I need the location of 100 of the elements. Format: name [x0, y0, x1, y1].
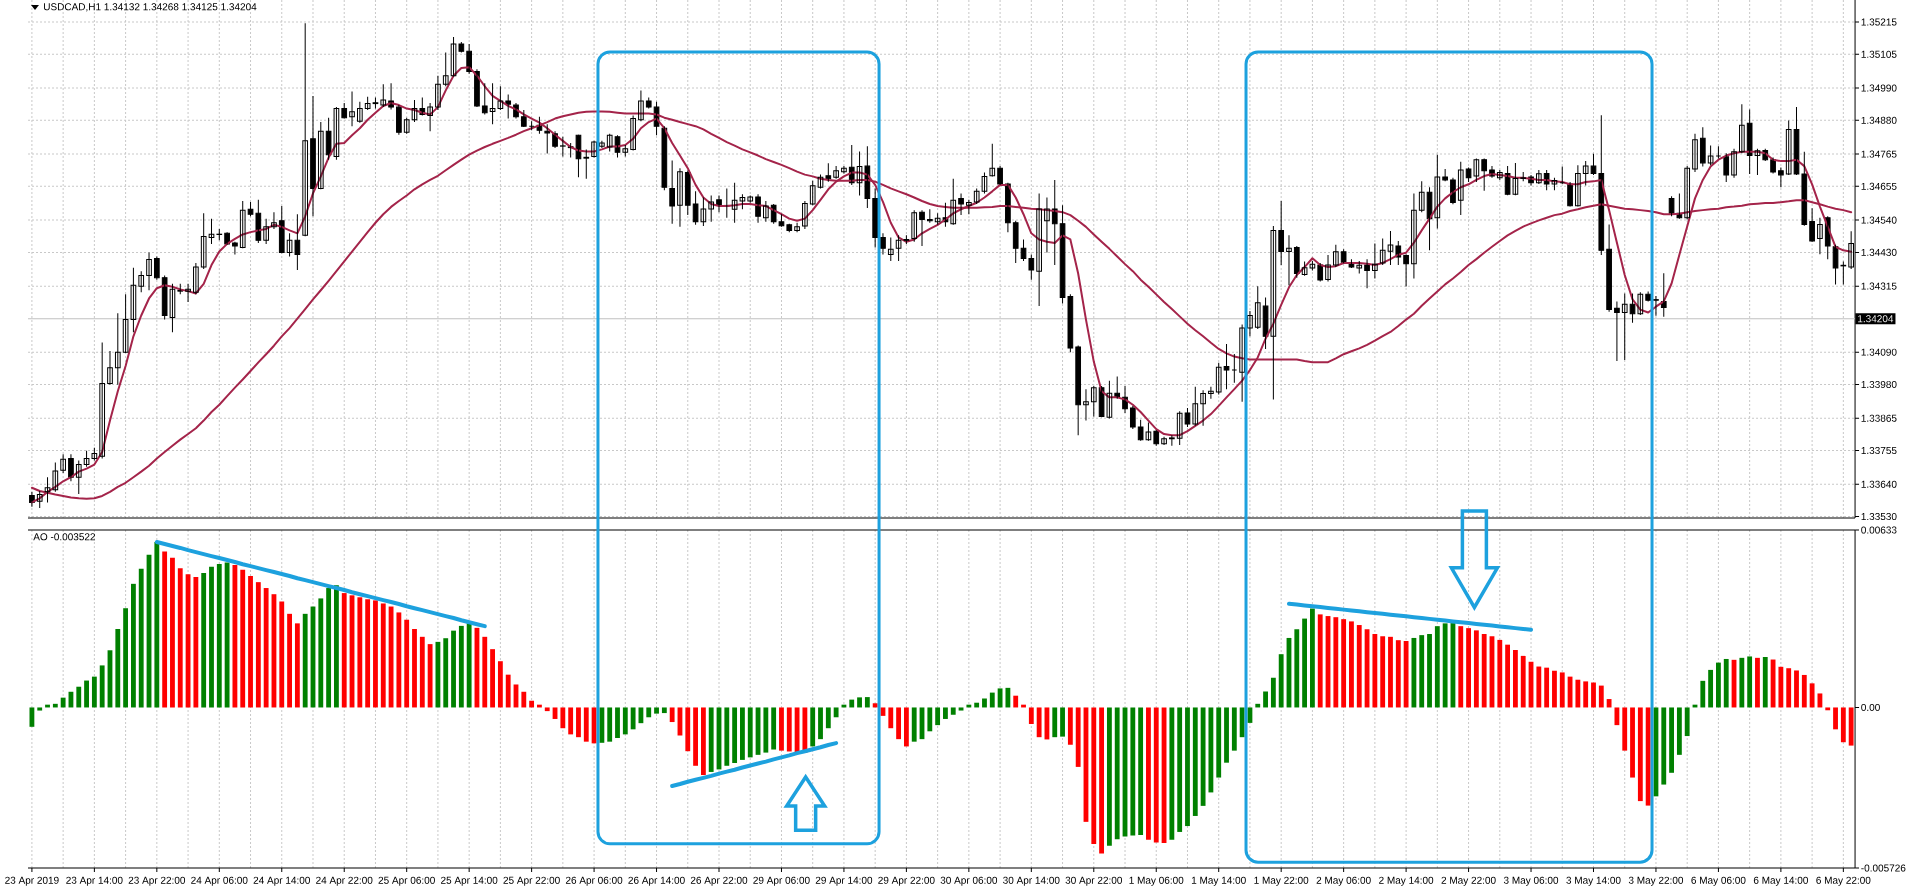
bar: [1185, 707, 1190, 827]
bar: [412, 628, 417, 708]
line-series: [154, 540, 487, 629]
x-tick-label: 24 Apr 06:00: [191, 876, 248, 886]
bar: [1778, 666, 1784, 708]
bar: [630, 707, 636, 730]
bar: [115, 628, 121, 708]
candlestick: [802, 200, 808, 230]
x-tick-label: 2 May 14:00: [1379, 876, 1434, 886]
candlestick: [950, 178, 957, 226]
candlestick: [1699, 126, 1706, 167]
candlestick: [1535, 169, 1542, 185]
y-tick-label: -0.005726: [1861, 864, 1906, 872]
bar: [1146, 707, 1151, 840]
bar: [357, 597, 363, 708]
bar: [1622, 707, 1628, 751]
x-tick-label: 3 May 06:00: [1503, 876, 1559, 886]
candlestick: [403, 117, 410, 135]
candlestick: [411, 99, 418, 123]
candlestick: [583, 148, 590, 180]
bar: [1106, 707, 1112, 846]
bar: [825, 707, 831, 729]
bar: [1591, 682, 1596, 708]
bar: [248, 575, 253, 708]
bar: [544, 707, 550, 712]
bar: [60, 697, 66, 708]
bar: [521, 691, 527, 708]
bar: [1614, 707, 1620, 726]
bar: [255, 582, 261, 708]
bar: [123, 608, 129, 708]
bar: [1536, 666, 1542, 708]
bar: [466, 623, 472, 708]
bar: [1403, 641, 1409, 708]
bar: [287, 613, 292, 708]
bar: [700, 707, 706, 776]
candlestick: [1044, 197, 1050, 253]
candlestick: [481, 82, 488, 115]
bar: [818, 707, 823, 740]
bar: [1075, 707, 1081, 767]
bar: [1747, 656, 1753, 708]
candlestick: [1372, 243, 1378, 280]
candlestick: [622, 144, 629, 157]
bar: [771, 707, 777, 750]
y-tick-label: 1.33640: [1861, 480, 1897, 488]
bar: [1231, 707, 1237, 751]
bar: [380, 603, 386, 708]
bar: [1341, 619, 1347, 708]
bar: [958, 707, 964, 711]
x-tick-label: 3 May 14:00: [1566, 876, 1621, 886]
bar: [1684, 707, 1690, 737]
chart-title: AO -0.003522: [33, 533, 96, 541]
x-tick-label: 6 May 22:00: [1816, 876, 1871, 886]
ref-line-label: 1.34204: [1858, 315, 1894, 323]
bar: [91, 676, 97, 708]
bar: [162, 551, 168, 708]
bar: [935, 707, 941, 726]
bar: [568, 707, 574, 735]
candlestick: [1731, 148, 1737, 179]
bar: [419, 636, 425, 708]
bar: [1723, 658, 1729, 708]
candlestick: [357, 101, 363, 124]
bar: [451, 630, 456, 708]
bar: [576, 707, 581, 738]
bar: [177, 568, 183, 708]
x-tick-label: 1 May 06:00: [1129, 876, 1184, 886]
bar: [943, 707, 948, 719]
bar: [1356, 625, 1362, 708]
candlestick: [442, 52, 449, 87]
candlestick: [271, 211, 277, 230]
bar: [1801, 674, 1807, 708]
x-tick-label: 6 May 06:00: [1691, 876, 1746, 886]
candlestick: [1520, 171, 1527, 182]
bar: [29, 707, 35, 727]
line-series: [1286, 601, 1534, 632]
candlestick: [1442, 168, 1448, 182]
x-tick-label: 26 Apr 06:00: [565, 876, 623, 886]
bar: [1458, 626, 1464, 708]
x-tick-label: 2 May 22:00: [1441, 876, 1496, 886]
bar: [1552, 670, 1557, 708]
x-tick-label: 30 Apr 06:00: [940, 876, 998, 886]
bar: [888, 707, 894, 729]
candlestick: [185, 283, 191, 303]
candlestick: [520, 109, 527, 128]
bar: [1434, 626, 1440, 708]
bar: [216, 563, 222, 708]
bar: [1036, 707, 1042, 738]
candlestick: [1418, 180, 1425, 213]
bar: [1575, 679, 1581, 708]
candlestick: [606, 133, 613, 152]
bar: [903, 707, 909, 747]
bar: [607, 707, 613, 742]
y-tick-label: 1.34540: [1861, 216, 1897, 224]
x-tick-label: 2 May 06:00: [1316, 876, 1371, 886]
bar: [669, 707, 675, 723]
candlestick: [146, 251, 152, 291]
bar: [685, 707, 691, 752]
bar: [1583, 681, 1589, 708]
x-tick-label: 23 Apr 22:00: [128, 876, 186, 886]
y-tick-label: 1.33865: [1861, 414, 1897, 422]
bar: [1372, 634, 1378, 708]
